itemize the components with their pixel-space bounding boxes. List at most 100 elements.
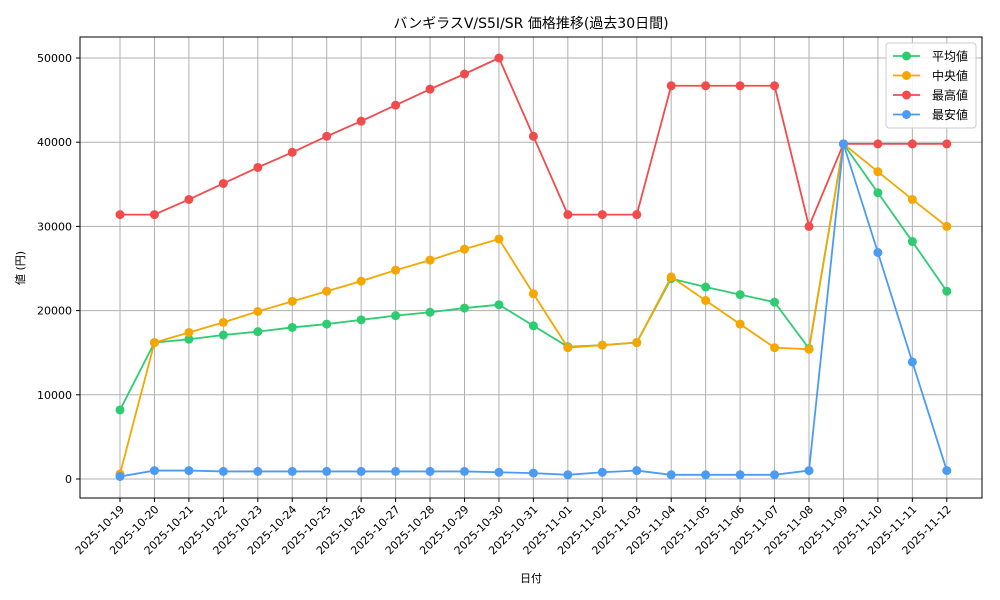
data-point [322,319,332,329]
data-point [218,317,228,327]
data-point [701,295,711,305]
data-point [322,466,332,476]
data-point [115,210,125,220]
data-point [528,321,538,331]
data-point [460,466,469,476]
data-point [632,210,642,220]
data-point [735,81,745,91]
data-point [322,286,332,296]
data-point [528,289,538,299]
data-point [494,234,504,244]
data-point [804,221,814,231]
data-point [907,237,917,247]
data-point [356,315,366,325]
grid-lines [80,37,982,498]
data-point [391,100,401,110]
data-point [494,53,504,63]
data-point [253,466,263,476]
data-point [391,265,401,275]
data-point [184,194,194,204]
data-point [287,147,297,157]
data-point [597,210,607,220]
data-point [494,300,504,310]
data-point [804,344,814,354]
data-point [149,210,159,220]
x-axis-ticks: 2025-10-192025-10-202025-10-212025-10-22… [73,498,954,557]
data-point [460,244,469,254]
data-point [701,282,711,292]
y-axis-label: 値 (円) [14,251,27,285]
data-point [528,468,538,478]
data-point [425,466,435,476]
data-series [115,53,952,481]
data-point [356,116,366,126]
data-point [563,210,573,220]
data-point [391,311,401,321]
data-point [115,471,125,481]
series-3 [115,139,952,481]
data-point [873,248,883,258]
y-tick-label: 50000 [37,52,72,65]
data-point [873,139,883,149]
series-2 [115,53,952,231]
data-point [942,466,952,476]
data-point [287,466,297,476]
data-point [907,194,917,204]
data-point [666,81,676,91]
data-point [322,131,332,141]
data-point [838,139,848,149]
data-point [218,466,228,476]
data-point [597,467,607,477]
data-point [184,466,194,476]
data-point [770,81,780,91]
y-tick-label: 10000 [37,389,72,402]
data-point [149,338,159,348]
series-1 [115,139,952,479]
data-point [287,322,297,332]
data-point [528,131,538,141]
data-point [632,338,642,348]
data-point [597,340,607,350]
data-point [287,296,297,306]
legend-swatch-marker [902,51,911,61]
legend-label: 中央値 [932,68,968,83]
legend-label: 最安値 [932,107,968,122]
legend-swatch-marker [902,71,911,80]
data-point [942,286,952,296]
data-point [666,272,676,282]
data-point [253,306,263,316]
x-axis-label: 日付 [520,572,542,585]
y-axis-ticks: 0 10000 20000 30000 40000 50000 [37,52,80,486]
legend-label: 最高値 [932,88,968,103]
data-point [735,470,745,480]
data-point [218,178,228,188]
y-tick-label: 0 [65,473,72,486]
data-point [666,470,676,480]
data-point [942,221,952,231]
data-point [115,405,125,415]
data-point [804,466,814,476]
data-point [942,139,952,149]
plot-area-frame [79,36,983,499]
data-point [907,139,917,149]
data-point [873,167,883,177]
legend-box [885,42,977,129]
legend-label: 平均値 [932,49,968,64]
data-point [873,188,883,198]
data-point [460,69,469,79]
data-point [907,357,917,367]
data-point [494,467,504,477]
data-point [632,466,642,476]
data-point [218,330,228,340]
data-point [770,470,780,480]
y-tick-label: 30000 [37,220,72,233]
data-point [425,84,435,94]
data-point [356,466,366,476]
data-point [735,319,745,329]
data-point [391,466,401,476]
data-point [425,307,435,317]
data-point [253,327,263,337]
legend-swatch-marker [902,110,911,119]
